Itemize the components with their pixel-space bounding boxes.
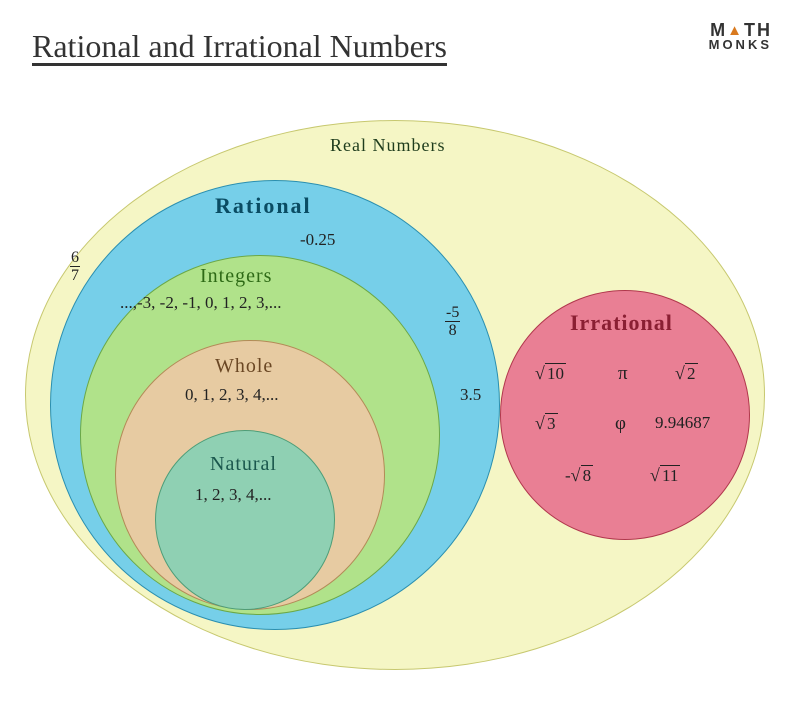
fraction-denominator: 7 bbox=[70, 267, 80, 284]
irrational-sqrt2: 2 bbox=[675, 363, 698, 384]
rational-example-3-5: 3.5 bbox=[460, 385, 481, 405]
irrational-pi: π bbox=[618, 363, 628, 385]
irrational-decimal: 9.94687 bbox=[655, 413, 710, 433]
irrational-neg-sqrt8: -8 bbox=[565, 465, 593, 486]
whole-label: Whole bbox=[215, 355, 273, 378]
irrational-sqrt10: 10 bbox=[535, 363, 566, 384]
radicand: 11 bbox=[660, 465, 680, 486]
fraction-numerator: -5 bbox=[445, 305, 460, 322]
radicand: 8 bbox=[581, 465, 594, 486]
irrational-label: Irrational bbox=[570, 310, 673, 336]
logo-text-monks: MONKS bbox=[709, 39, 772, 51]
integers-examples: ...,-3, -2, -1, 0, 1, 2, 3,... bbox=[120, 293, 281, 313]
fraction-denominator: 8 bbox=[445, 322, 460, 339]
natural-label: Natural bbox=[210, 453, 277, 476]
logo-triangle-icon: ▲ bbox=[727, 24, 744, 38]
natural-examples: 1, 2, 3, 4,... bbox=[195, 485, 272, 505]
whole-examples: 0, 1, 2, 3, 4,... bbox=[185, 385, 279, 405]
fraction-numerator: 6 bbox=[70, 250, 80, 267]
rational-example-neg025: -0.25 bbox=[300, 230, 335, 250]
integers-label: Integers bbox=[200, 265, 272, 288]
rational-label: Rational bbox=[215, 193, 312, 219]
irrational-sqrt3: 3 bbox=[535, 413, 558, 434]
radicand: 10 bbox=[545, 363, 566, 384]
real-numbers-label: Real Numbers bbox=[330, 135, 445, 156]
rational-example-n5-8: -58 bbox=[445, 305, 460, 340]
radicand: 2 bbox=[685, 363, 698, 384]
rational-example-6-7: 67 bbox=[70, 250, 80, 285]
venn-diagram: Real Numbers Rational -0.25 67 -58 3.5 I… bbox=[0, 95, 800, 706]
radicand: 3 bbox=[545, 413, 558, 434]
math-monks-logo: M▲TH MONKS bbox=[709, 22, 772, 52]
irrational-phi: φ bbox=[615, 413, 626, 435]
page-title: Rational and Irrational Numbers bbox=[32, 28, 447, 65]
irrational-sqrt11: 11 bbox=[650, 465, 680, 486]
